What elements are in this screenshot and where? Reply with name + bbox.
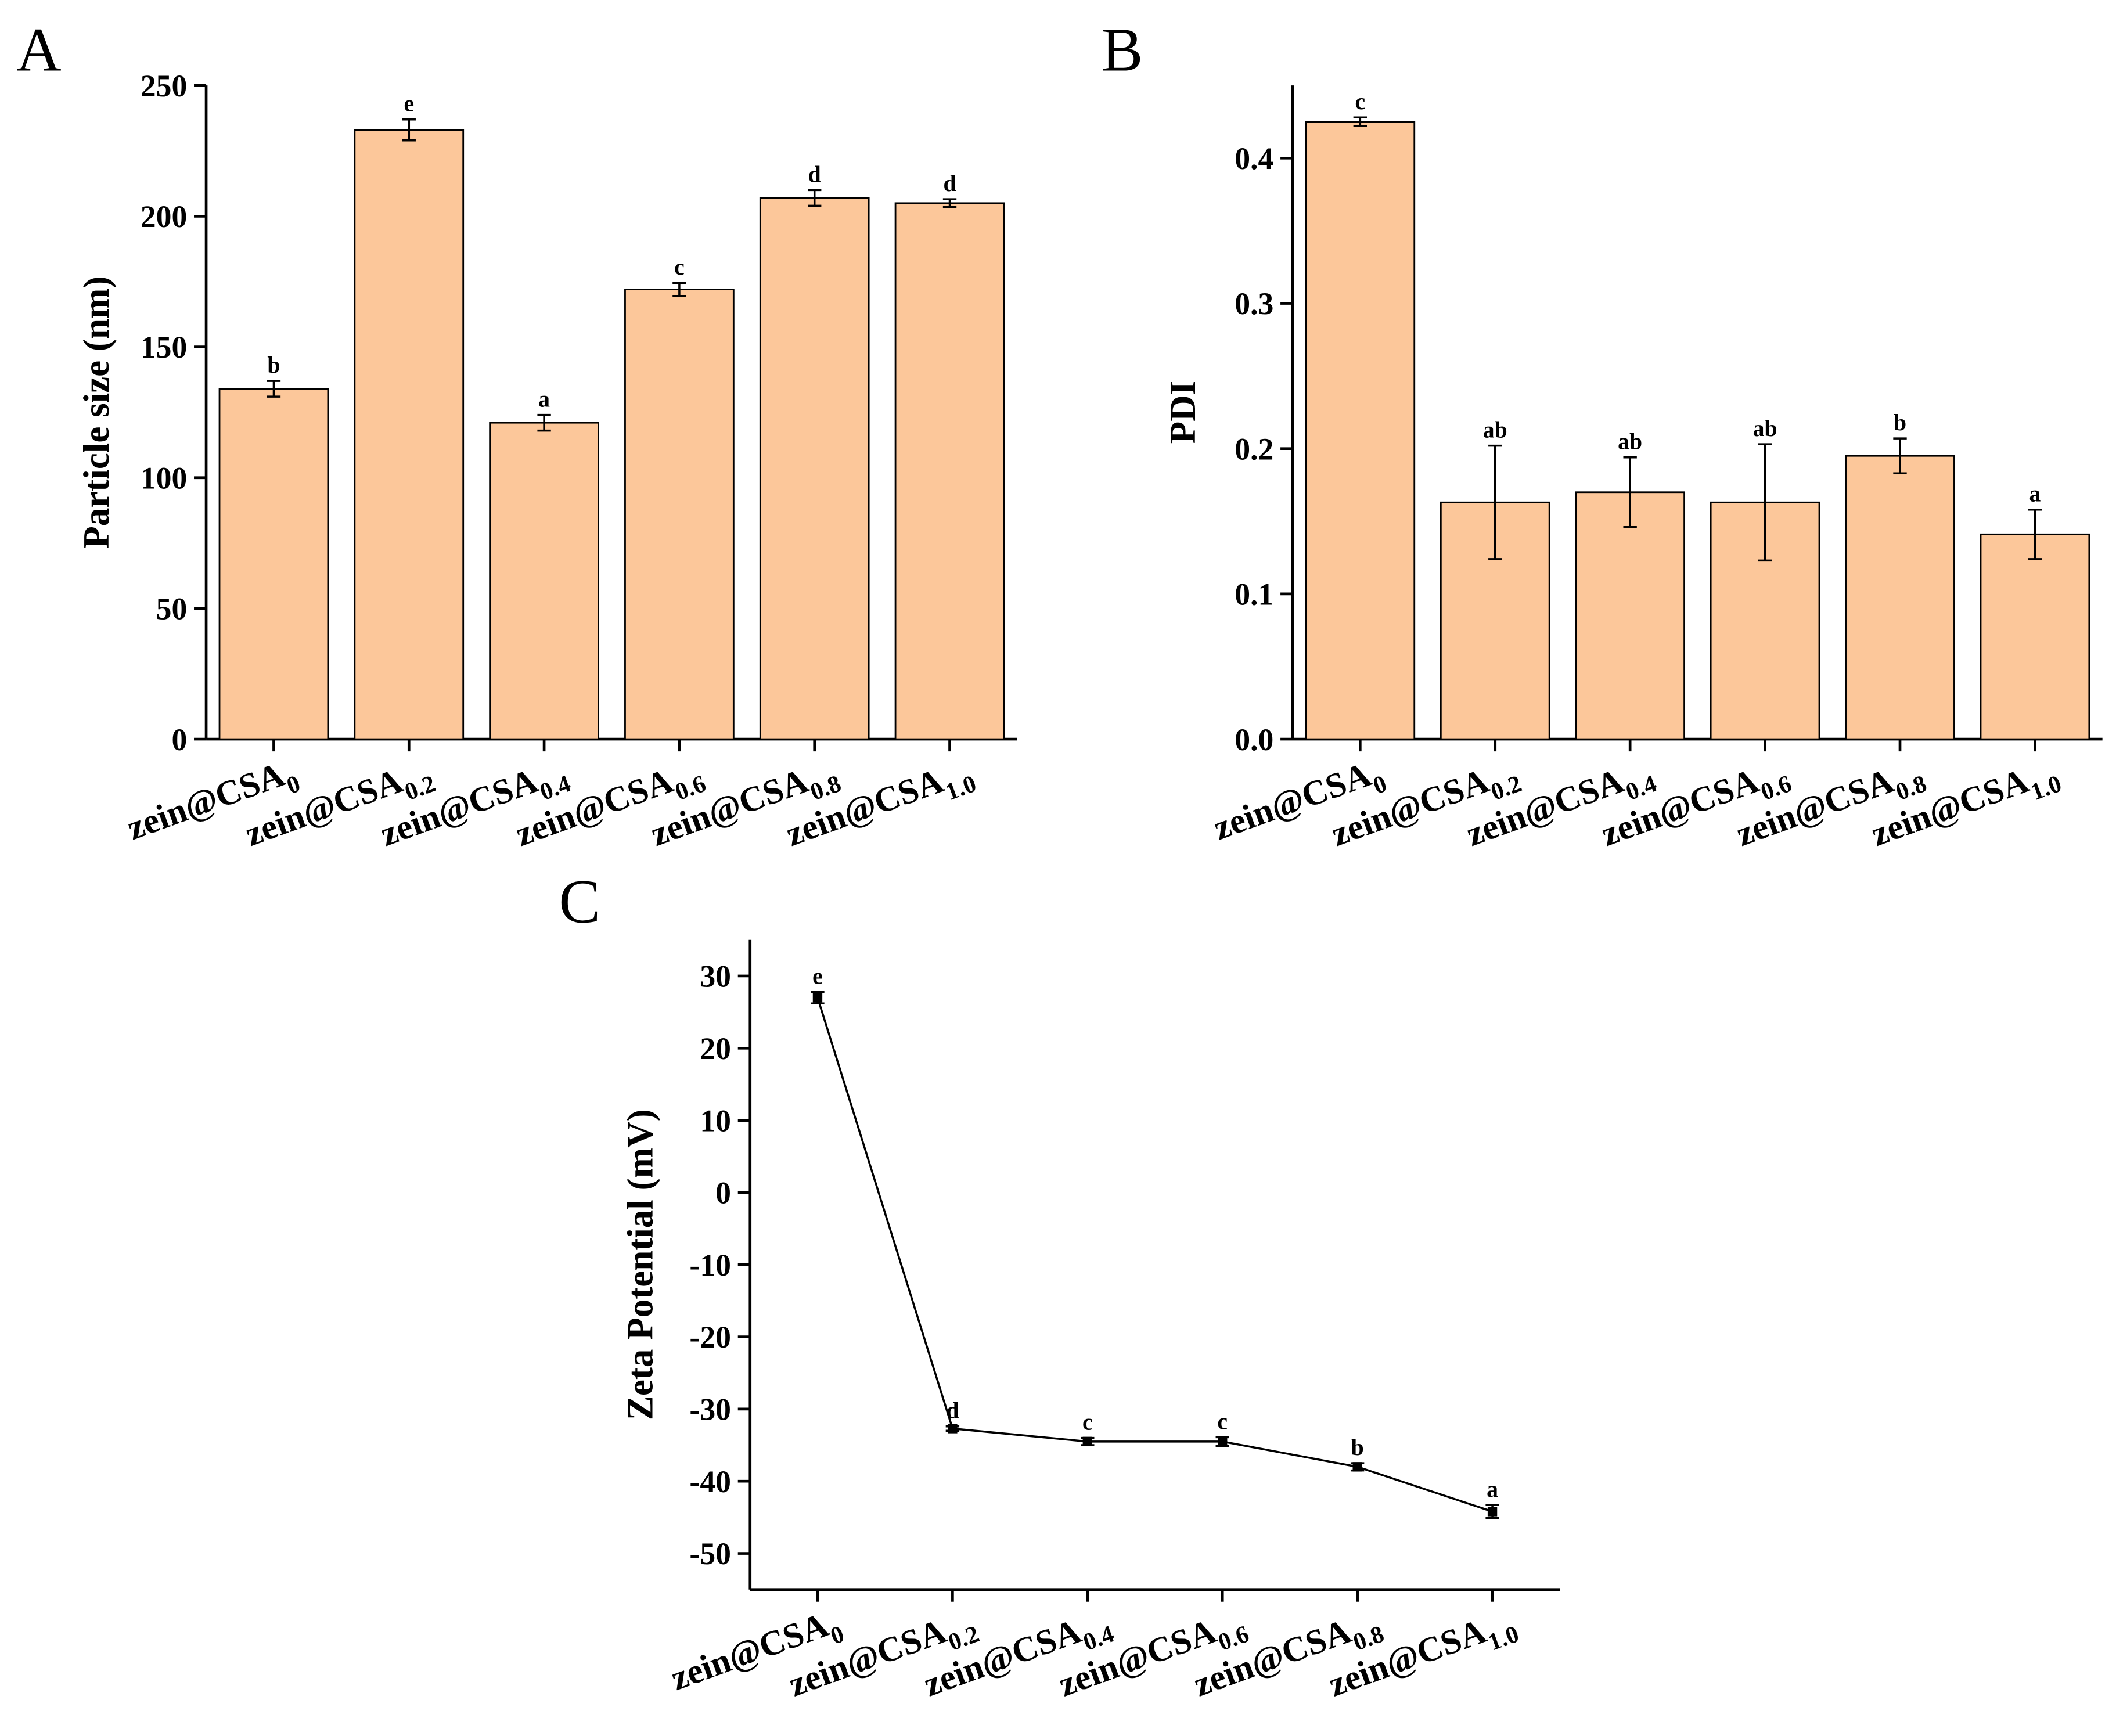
significance-label: ab [1483, 417, 1507, 443]
significance-label: a [538, 387, 550, 412]
bar [624, 289, 735, 740]
significance-label: c [1355, 89, 1366, 114]
y-tick-label: 0 [171, 722, 187, 757]
bar [1845, 455, 1955, 740]
y-tick-label: 0.3 [1235, 286, 1273, 321]
significance-label: c [674, 254, 685, 280]
y-axis-label: PDI [1163, 381, 1203, 444]
data-line [816, 997, 1493, 1513]
significance-label: b [1351, 1435, 1364, 1460]
panel-label: A [16, 15, 62, 84]
y-tick-label: -20 [689, 1320, 731, 1355]
significance-label: a [1487, 1476, 1498, 1502]
y-tick-label: -10 [689, 1248, 731, 1283]
y-axis-label: Zeta Potential (mV) [620, 1109, 661, 1420]
y-tick-label: 100 [141, 460, 188, 495]
panel-label: C [559, 867, 600, 936]
bar [1305, 121, 1416, 740]
bar [218, 388, 329, 740]
y-tick-label: 0.2 [1235, 431, 1273, 466]
significance-label: a [2029, 481, 2041, 507]
y-tick-label: -50 [689, 1536, 731, 1571]
bar [354, 129, 465, 740]
x-tick-label: zein@CSA1.0 [1866, 751, 2065, 862]
significance-label: ab [1618, 429, 1642, 455]
bar [759, 197, 870, 740]
y-tick-label: 30 [700, 959, 731, 994]
significance-label: b [267, 352, 280, 378]
y-tick-label: -30 [689, 1392, 731, 1427]
y-tick-label: 0.0 [1235, 722, 1273, 757]
y-tick-label: 20 [700, 1031, 731, 1066]
y-tick-label: 50 [156, 592, 188, 626]
bar [894, 202, 1005, 740]
significance-label: c [1082, 1410, 1093, 1435]
significance-label: d [946, 1398, 959, 1424]
significance-label: e [404, 91, 414, 117]
y-tick-label: 0.1 [1235, 577, 1273, 612]
y-tick-label: 250 [141, 69, 188, 103]
panel-label: B [1102, 15, 1143, 84]
y-axis-label: Particle size (nm) [76, 276, 117, 549]
significance-label: d [943, 171, 956, 196]
bar [1575, 491, 1686, 740]
y-tick-label: 10 [700, 1103, 731, 1138]
significance-label: e [812, 963, 823, 989]
y-tick-label: 200 [141, 199, 188, 234]
y-tick-label: 0.4 [1235, 141, 1273, 176]
x-tick-label: zein@CSA1.0 [781, 751, 980, 862]
significance-label: ab [1753, 416, 1777, 441]
y-tick-label: 150 [141, 330, 188, 365]
x-tick-label: zein@CSA1.0 [1323, 1601, 1523, 1712]
y-tick-label: 0 [715, 1176, 731, 1211]
bar [1980, 533, 2090, 740]
y-tick-label: -40 [689, 1464, 731, 1499]
significance-label: d [808, 161, 821, 187]
bar [489, 422, 599, 740]
significance-label: c [1217, 1409, 1228, 1434]
significance-label: b [1894, 410, 1906, 435]
